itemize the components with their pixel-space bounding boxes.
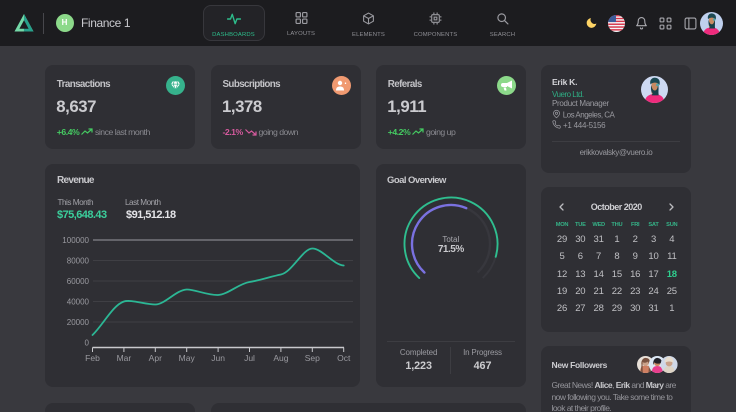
svg-text:Mar: Mar: [116, 353, 131, 363]
svg-text:Feb: Feb: [85, 353, 100, 363]
svg-text:100000: 100000: [62, 236, 89, 245]
svg-text:Jul: Jul: [244, 353, 255, 363]
svg-text:Oct: Oct: [337, 353, 351, 363]
svg-text:Sep: Sep: [305, 353, 320, 363]
svg-text:0: 0: [84, 339, 89, 348]
svg-text:20000: 20000: [67, 318, 90, 327]
svg-text:Apr: Apr: [148, 353, 161, 363]
svg-text:40000: 40000: [67, 298, 90, 307]
svg-text:Aug: Aug: [273, 353, 288, 363]
svg-text:60000: 60000: [67, 277, 90, 286]
svg-text:May: May: [178, 353, 195, 363]
svg-text:80000: 80000: [67, 257, 90, 266]
svg-text:Jun: Jun: [211, 353, 225, 363]
